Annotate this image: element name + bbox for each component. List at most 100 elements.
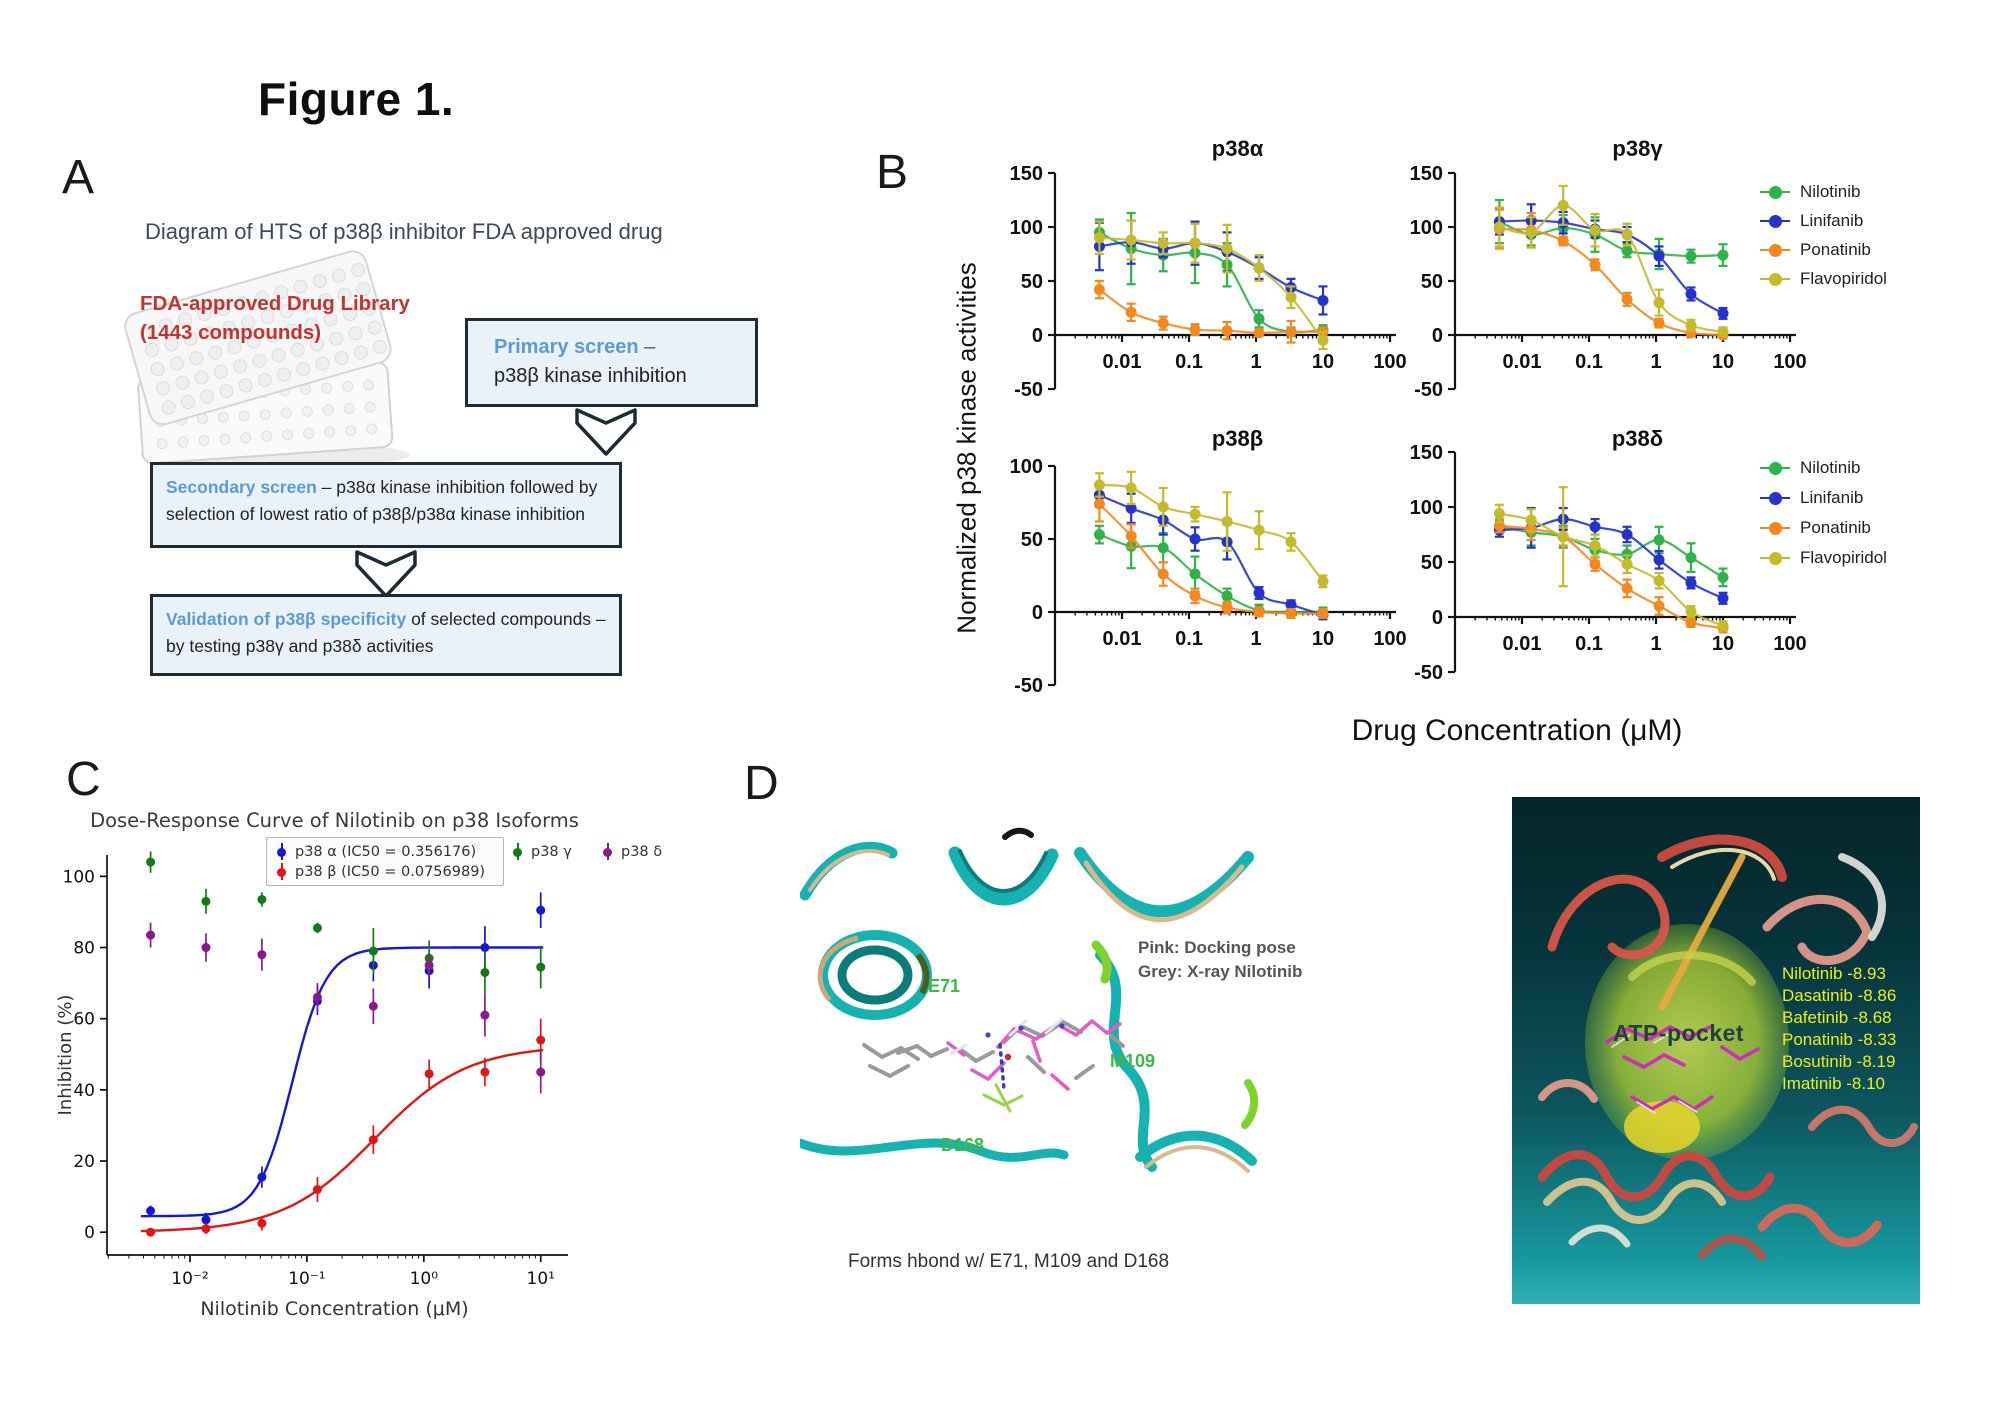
docking-annotation-line2: Grey: X-ray Nilotinib [1138,962,1303,981]
legend-label: Ponatinib [1800,518,1871,537]
svg-text:0.01: 0.01 [1103,351,1142,373]
svg-text:100: 100 [1373,351,1406,373]
residue-label-e71: E71 [928,976,961,996]
legend-marker-icon [512,843,523,860]
svg-text:p38γ: p38γ [1612,136,1663,161]
primary-screen-title: Primary screen [494,336,639,358]
axes [100,855,568,1262]
svg-text:50: 50 [1421,271,1443,293]
docking-pose-image [800,827,1259,1173]
secondary-screen-box: Secondary screen – p38α kinase inhibitio… [150,462,622,548]
legend-item-p38-delta: p38 δ [602,843,662,860]
docking-score: Imatinib -8.10 [1782,1074,1885,1093]
docking-score: Nilotinib -8.93 [1782,964,1886,983]
svg-text:p38β: p38β [1212,426,1263,451]
legend-label: p38 β (IC50 = 0.0756989) [295,863,486,880]
axes [1448,171,1796,391]
legend-label: Linifanib [1800,488,1864,507]
svg-text:100: 100 [1773,351,1806,373]
svg-text:10⁻¹: 10⁻¹ [288,1269,325,1289]
docking-score: Dasatinib -8.86 [1782,986,1897,1005]
svg-text:0: 0 [1432,607,1443,629]
legend-item-nilotinib: Nilotinib [1760,458,1860,478]
panel-a-heading: Diagram of HTS of p38β inhibitor FDA app… [145,219,663,244]
svg-text:150: 150 [1410,163,1443,185]
legend-box [266,837,504,886]
series-p38 δ [146,922,546,1094]
svg-text:p38α: p38α [1212,136,1264,161]
svg-text:0.1: 0.1 [1575,633,1603,655]
svg-text:150: 150 [1010,163,1043,185]
panel-c-label: C [66,753,101,806]
series-Flavopiridol [1493,486,1729,632]
svg-text:100: 100 [1010,456,1043,478]
secondary-screen-body: – p38α kinase inhibition followed by sel… [166,477,598,525]
flow-arrow-down-icon [355,550,417,596]
legend-marker-icon [1760,272,1790,286]
legend-marker-icon [1760,461,1790,475]
svg-text:1: 1 [1250,351,1261,373]
validation-body: of selected compounds – by testing p38γ … [166,609,606,657]
svg-text:1: 1 [1650,351,1661,373]
series-Ponatinib [1093,279,1329,344]
svg-text:10⁰: 10⁰ [410,1269,439,1289]
svg-text:0.1: 0.1 [1575,351,1603,373]
legend-marker-icon [1760,214,1790,228]
svg-text:100: 100 [1410,497,1443,519]
svg-text:0.01: 0.01 [1503,351,1542,373]
svg-text:100: 100 [1773,633,1806,655]
legend-marker-icon [1760,551,1790,565]
legend-label: Flavopiridol [1800,269,1887,288]
validation-box: Validation of p38β specificity of select… [150,594,622,676]
chart-p38-delta: 150 100 50 0 -50 0.01 0.1 1 10 100 p38δ [1410,426,1807,684]
legend-item-nilotinib: Nilotinib [1760,182,1860,202]
svg-text:Dose-Response Curve of Nilotin: Dose-Response Curve of Nilotinib on p38 … [90,809,579,832]
series-p38 β (IC50 = 0.0756989) [140,1018,546,1237]
docking-score-list: Nilotinib -8.93 Dasatinib -8.86 Bafetini… [1782,963,1896,1095]
series-Flavopiridol [1493,184,1729,338]
legend-item-flavopiridol: Flavopiridol [1760,548,1887,568]
legend-marker-icon [1760,521,1790,535]
drug-library-line1: FDA-approved Drug Library [140,292,410,315]
hbond-caption: Forms hbond w/ E71, M109 and D168 [848,1251,1170,1272]
svg-text:0.01: 0.01 [1503,633,1542,655]
svg-text:60: 60 [73,1010,95,1030]
legend-marker-icon [1760,243,1790,257]
legend-label: Linifanib [1800,211,1864,230]
svg-text:40: 40 [73,1081,95,1101]
legend-label: p38 α (IC50 = 0.356176) [295,843,477,860]
panel-a-label: A [62,151,95,204]
legend-item-ponatinib: Ponatinib [1760,518,1871,538]
svg-text:0.01: 0.01 [1103,628,1142,650]
legend-label: Nilotinib [1800,182,1861,201]
chart-p38-beta: 100 50 0 -50 0.01 0.1 1 10 100 p38β [1010,426,1407,697]
svg-text:1: 1 [1650,633,1661,655]
series-Nilotinib [1093,211,1329,338]
legend-label: Nilotinib [1800,458,1861,477]
svg-text:-50: -50 [1414,662,1443,684]
docking-score: Ponatinib -8.33 [1782,1030,1897,1049]
svg-text:50: 50 [1421,552,1443,574]
panel-b-label: B [876,146,909,199]
protein-ribbon-graphic [1537,834,1918,1261]
legend-item-linifanib: Linifanib [1760,211,1863,231]
chart-dose-response-nilotinib: 0 20 40 60 80 100 10⁻² 10⁻¹ 10⁰ 10¹ Dose-Response … [55,809,579,1320]
legend-label: p38 γ [531,843,572,860]
svg-text:-50: -50 [1414,379,1443,401]
svg-text:50: 50 [1021,529,1043,551]
residue-label-m109: M109 [1110,1051,1156,1071]
primary-screen-body: p38β kinase inhibition [494,365,687,387]
svg-text:-50: -50 [1014,379,1043,401]
legend-marker-icon [602,843,613,860]
svg-text:Nilotinib Concentration (μM): Nilotinib Concentration (μM) [200,1298,468,1320]
svg-text:0: 0 [1432,325,1443,347]
flow-arrow-down-icon [575,408,637,456]
svg-text:0.1: 0.1 [1175,351,1203,373]
series-Flavopiridol [1093,470,1329,589]
svg-text:10: 10 [1312,351,1334,373]
svg-text:100: 100 [1373,628,1406,650]
svg-text:1: 1 [1250,628,1261,650]
chart-p38-gamma: 150 100 50 0 -50 0.01 0.1 1 10 100 p38γ [1410,136,1807,401]
svg-text:0: 0 [84,1223,95,1243]
legend-marker-icon [1760,185,1790,199]
